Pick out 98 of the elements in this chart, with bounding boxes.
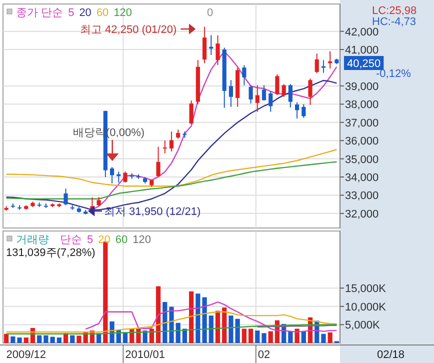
line-series <box>85 301 338 333</box>
candlestick <box>189 100 194 125</box>
candlestick <box>228 80 234 108</box>
bar <box>70 335 75 343</box>
bar <box>196 294 200 343</box>
annotation: 최저 31,950 (12/21) <box>104 206 201 218</box>
candlestick <box>216 34 220 66</box>
annotation: 131,039주(7,28%) <box>6 247 96 259</box>
annotation: 최고 42,250 (01/20) <box>80 24 177 36</box>
bar <box>255 330 260 343</box>
y-tick-label: 34,000 <box>345 172 379 184</box>
text: HC:-4,73 <box>372 16 416 28</box>
candlestick <box>255 84 260 112</box>
candlestick <box>262 84 266 102</box>
text: LC:25,98 <box>372 5 417 17</box>
bar <box>222 307 227 343</box>
bar <box>248 328 254 343</box>
line-series <box>6 324 338 334</box>
candlestick <box>242 64 246 86</box>
bar <box>202 297 207 343</box>
bar <box>328 332 332 343</box>
text: 5 <box>87 234 94 246</box>
bar <box>10 336 16 343</box>
bar <box>149 328 154 343</box>
x-tick-label: 2009/12 <box>6 349 46 361</box>
candlestick <box>64 188 68 206</box>
y-tick-label: 35,000 <box>345 154 379 166</box>
bar <box>24 338 28 343</box>
line-series <box>6 148 338 187</box>
y-tick-label: 36,000 <box>345 136 379 148</box>
bar <box>56 338 62 343</box>
line-series <box>6 311 338 333</box>
bar <box>110 321 114 343</box>
bar <box>37 335 42 343</box>
bar <box>294 328 300 343</box>
bar <box>242 328 246 343</box>
y-tick-label: 15,000K <box>345 283 387 296</box>
bar <box>228 316 234 343</box>
bar <box>4 334 9 343</box>
candlestick <box>202 26 207 64</box>
bar <box>321 334 326 343</box>
y-tick-label: 42,000 <box>345 26 379 38</box>
candlestick <box>162 140 167 154</box>
bar <box>189 291 194 343</box>
legend-title: 종가 단순 <box>16 7 64 19</box>
candlestick <box>295 102 300 120</box>
text: 02/18 <box>377 349 405 361</box>
candlestick <box>96 196 101 207</box>
candlestick <box>282 84 286 98</box>
candlestick <box>268 90 273 112</box>
bar <box>182 328 188 343</box>
candlestick <box>110 166 114 184</box>
annotation: 거래량 <box>16 234 49 246</box>
bar <box>17 338 22 343</box>
y-tick-label: 37,000 <box>345 117 379 130</box>
candlestick <box>308 78 312 106</box>
text: 120 <box>114 7 132 19</box>
bar <box>136 328 141 343</box>
candlestick <box>123 171 128 183</box>
y-tick-label: 5,000K <box>345 320 381 332</box>
bar <box>262 333 266 343</box>
legend-title: 단순 <box>60 234 82 246</box>
x-tick-label: 02 <box>258 349 270 361</box>
candlestick <box>176 129 180 140</box>
y-tick-label: 33,000 <box>345 190 379 202</box>
bar <box>208 316 214 343</box>
candlestick <box>302 104 306 118</box>
bar <box>142 330 148 343</box>
y-tick-label: 10,000K <box>345 301 387 314</box>
candlestick <box>248 84 253 104</box>
text: 40,250 <box>347 58 381 70</box>
bar <box>169 306 174 343</box>
annotation: 0 <box>207 7 214 19</box>
bar <box>103 242 108 343</box>
text: 60 <box>115 234 128 246</box>
text: 60 <box>96 7 109 19</box>
y-tick-label: 32,000 <box>345 208 379 220</box>
bar <box>215 310 220 343</box>
candlestick <box>288 84 292 108</box>
bar <box>268 331 273 343</box>
bar <box>288 331 293 343</box>
x-tick-label: 2010/01 <box>125 349 165 361</box>
text: 20 <box>79 7 92 19</box>
y-tick-label: 41,000 <box>345 44 379 57</box>
bar <box>301 331 306 343</box>
bar <box>235 318 240 343</box>
bar <box>176 322 180 343</box>
y-tick-label: 39,000 <box>345 80 379 93</box>
text: 120 <box>132 234 151 246</box>
text: -0,12% <box>376 68 412 80</box>
candlestick <box>169 130 174 152</box>
candlestick <box>314 53 319 74</box>
y-tick-label: 38,000 <box>345 99 379 112</box>
text: 5 <box>68 7 74 19</box>
text: 20 <box>98 234 110 246</box>
candlestick <box>156 146 160 178</box>
bar <box>76 336 82 343</box>
candlestick <box>275 74 280 96</box>
